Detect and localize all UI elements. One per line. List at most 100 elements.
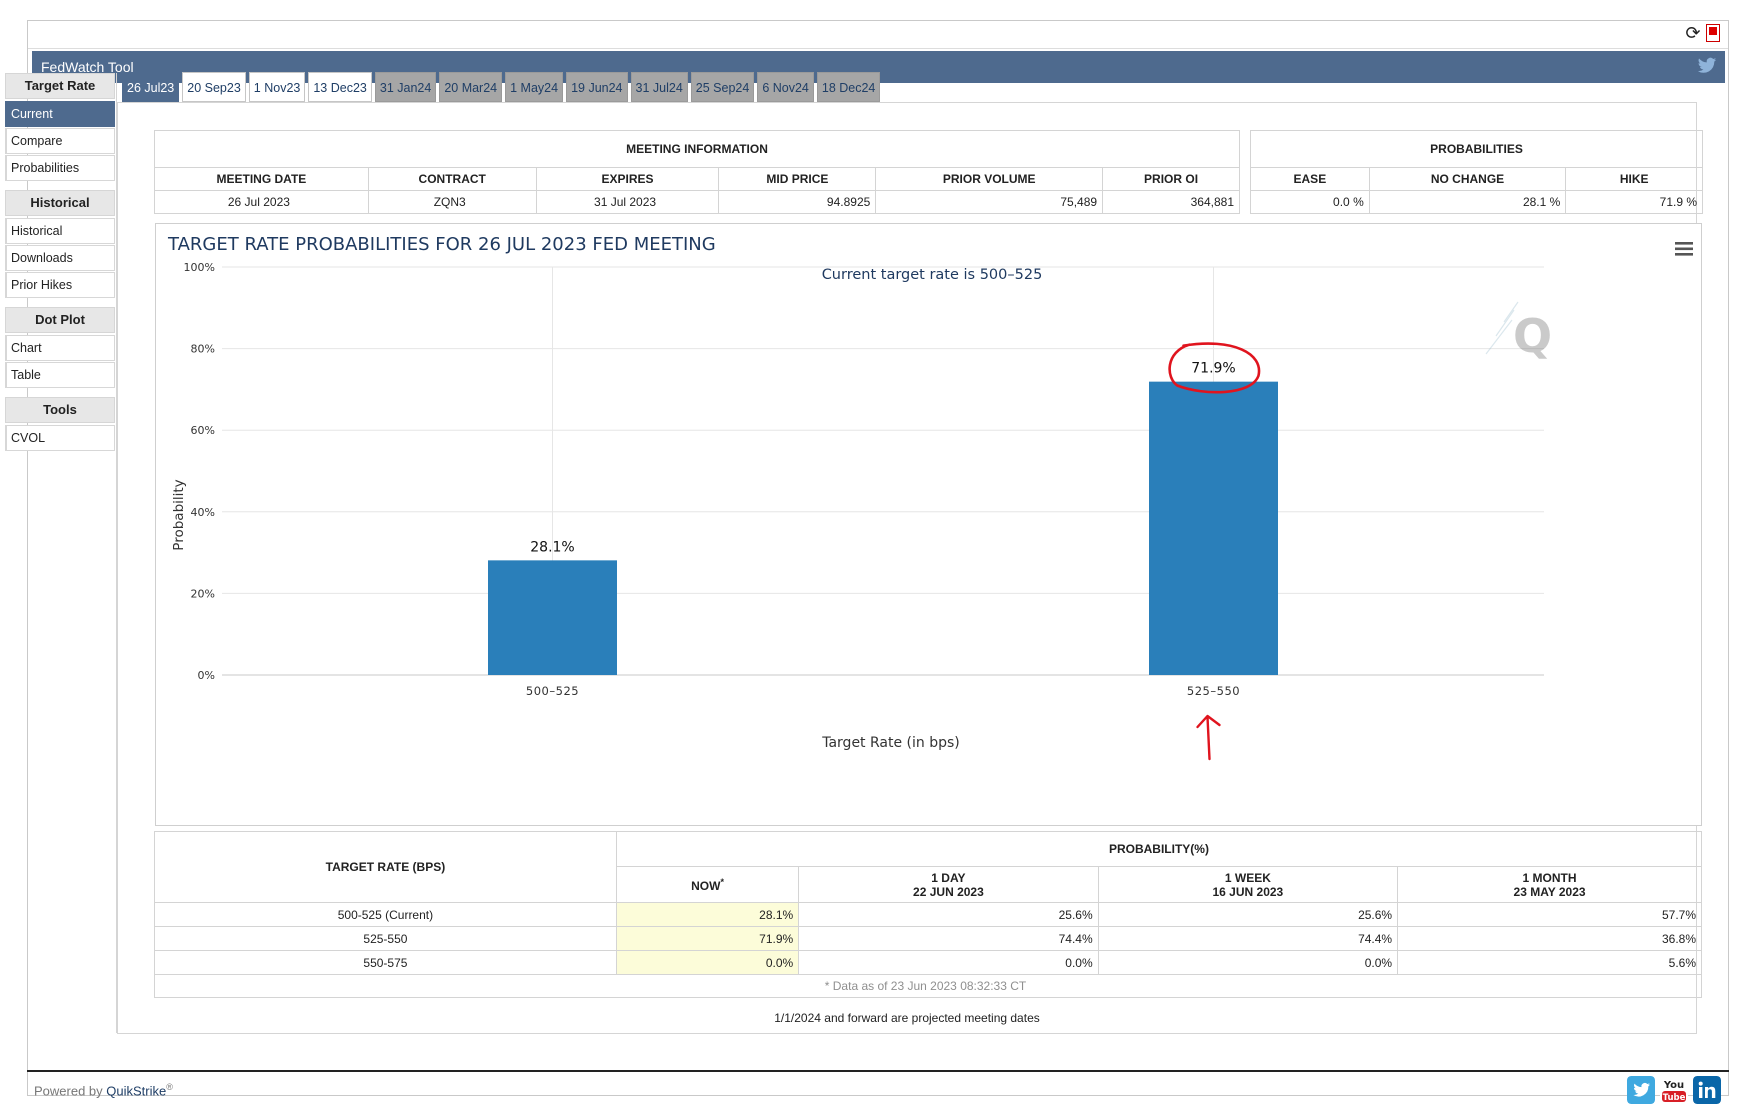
- chart-bars: 28.1% 71.9%: [488, 361, 1278, 675]
- tab-20-mar24[interactable]: 20 Mar24: [439, 72, 503, 102]
- refresh-icon[interactable]: ⟳: [1685, 23, 1701, 44]
- x-axis-label: Target Rate (in bps): [821, 735, 960, 751]
- tab-13-dec23[interactable]: 13 Dec23: [308, 72, 372, 102]
- probability-header: PROBABILITY(%): [615, 831, 1703, 867]
- mid-price-value: 94.8925: [718, 190, 877, 214]
- sidebar-heading-dot-plot[interactable]: Dot Plot: [5, 307, 115, 333]
- tab-6-nov24[interactable]: 6 Nov24: [757, 72, 814, 102]
- sidebar-item-historical[interactable]: Historical: [5, 218, 115, 244]
- now-header-label: NOW: [691, 878, 721, 893]
- sidebar-heading-target-rate[interactable]: Target Rate: [5, 73, 115, 99]
- target-rate-header: TARGET RATE (BPS): [154, 831, 617, 903]
- tab-20-sep23[interactable]: 20 Sep23: [182, 72, 246, 102]
- svg-text:Q: Q: [1513, 309, 1552, 363]
- twitter-icon[interactable]: [1697, 57, 1717, 75]
- one-week-label: 1 WEEK: [1224, 870, 1271, 885]
- one-month-cell: 5.6%: [1397, 950, 1702, 975]
- x-tick-label: 525–550: [1187, 684, 1240, 698]
- one-day-cell: 0.0%: [798, 950, 1099, 975]
- bar-525–550: [1149, 381, 1278, 675]
- tab-18-dec24[interactable]: 18 Dec24: [816, 72, 881, 102]
- sidebar-item-current[interactable]: Current: [5, 101, 115, 127]
- one-week-cell: 0.0%: [1097, 950, 1399, 975]
- y-tick-label: 40%: [191, 506, 215, 519]
- y-tick-label: 100%: [184, 261, 215, 274]
- sidebar-heading-tools[interactable]: Tools: [5, 397, 115, 423]
- one-month-cell: 36.8%: [1397, 926, 1702, 951]
- sidebar-item-probabilities[interactable]: Probabilities: [5, 155, 115, 181]
- one-day-header: 1 DAY 22 JUN 2023: [798, 866, 1099, 903]
- rate-cell: 525-550: [154, 926, 617, 951]
- y-axis-label: Probability: [171, 479, 187, 550]
- now-header: NOW*: [615, 866, 800, 903]
- chart-menu-icon[interactable]: [1674, 241, 1694, 257]
- table-row: 550-575 0.0% 0.0% 0.0% 5.6%: [154, 950, 1702, 975]
- tab-31-jan24[interactable]: 31 Jan24: [374, 72, 437, 102]
- sidebar-item-compare[interactable]: Compare: [5, 128, 115, 154]
- one-week-cell: 74.4%: [1097, 926, 1399, 951]
- sidebar-divider: [116, 73, 117, 1033]
- hike-header: HIKE: [1565, 167, 1703, 191]
- tab-25-sep24[interactable]: 25 Sep24: [690, 72, 755, 102]
- mid-price-header: MID PRICE: [718, 167, 877, 191]
- chart-subtitle: Current target rate is 500–525: [822, 267, 1043, 283]
- probabilities-title: PROBABILITIES: [1250, 130, 1703, 168]
- meeting-date-value: 26 Jul 2023: [154, 190, 369, 214]
- one-day-date: 22 JUN 2023: [913, 884, 984, 899]
- sidebar: Target Rate Current Compare Probabilitie…: [5, 73, 115, 452]
- y-tick-label: 20%: [191, 587, 215, 600]
- one-week-date: 16 JUN 2023: [1212, 884, 1284, 899]
- contract-header: CONTRACT: [367, 167, 537, 191]
- now-cell: 0.0%: [615, 950, 800, 975]
- hike-value: 71.9 %: [1565, 190, 1703, 214]
- bar-data-label: 71.9%: [1191, 361, 1235, 377]
- sidebar-item-prior-hikes[interactable]: Prior Hikes: [5, 272, 115, 298]
- prior-volume-header: PRIOR VOLUME: [875, 167, 1104, 191]
- probability-chart: TARGET RATE PROBABILITIES FOR 26 JUL 202…: [155, 223, 1702, 826]
- y-axis-ticks: 0% 20% 40% 60% 80% 100%: [184, 261, 215, 682]
- projected-dates-note: 1/1/2024 and forward are projected meeti…: [774, 1011, 1040, 1025]
- sidebar-heading-historical[interactable]: Historical: [5, 190, 115, 216]
- rate-cell: 550-575: [154, 950, 617, 975]
- x-axis-ticks: 500–525 525–550: [526, 684, 1240, 698]
- one-month-header: 1 MONTH 23 MAY 2023: [1397, 866, 1702, 903]
- sidebar-item-table[interactable]: Table: [5, 362, 115, 388]
- expires-value: 31 Jul 2023: [535, 190, 720, 214]
- ease-value: 0.0 %: [1250, 190, 1370, 214]
- hand-drawn-annotation: [1168, 342, 1261, 761]
- tab-19-jun24[interactable]: 19 Jun24: [566, 72, 628, 102]
- tab-1-may24[interactable]: 1 May24: [505, 72, 564, 102]
- chart-gridlines: [222, 266, 1544, 676]
- prior-oi-header: PRIOR OI: [1102, 167, 1240, 191]
- now-cell: 28.1%: [615, 902, 800, 927]
- rate-cell: 500-525 (Current): [154, 902, 617, 927]
- tab-26-jul23[interactable]: 26 Jul23: [122, 72, 180, 102]
- tab-31-jul24[interactable]: 31 Jul24: [630, 72, 688, 102]
- quikstrike-watermark-icon: Q: [1485, 301, 1552, 363]
- sidebar-item-cvol[interactable]: CVOL: [5, 425, 115, 451]
- sidebar-item-downloads[interactable]: Downloads: [5, 245, 115, 271]
- x-tick-label: 500–525: [526, 684, 579, 698]
- pdf-icon[interactable]: [1706, 24, 1720, 42]
- table-row: 525-550 71.9% 74.4% 74.4% 36.8%: [154, 926, 1702, 951]
- expires-header: EXPIRES: [535, 167, 720, 191]
- data-timestamp-note: * Data as of 23 Jun 2023 08:32:33 CT: [154, 974, 1702, 998]
- top-toolbar: ⟳: [28, 21, 1728, 49]
- chart-svg: TARGET RATE PROBABILITIES FOR 26 JUL 202…: [167, 234, 1552, 761]
- meeting-information-table: MEETING INFORMATION MEETING DATE CONTRAC…: [154, 130, 1240, 214]
- bar-data-label: 28.1%: [530, 539, 574, 555]
- meeting-information-title: MEETING INFORMATION: [154, 130, 1240, 168]
- y-tick-label: 80%: [191, 343, 215, 356]
- one-day-cell: 74.4%: [798, 926, 1099, 951]
- one-month-date: 23 MAY 2023: [1513, 884, 1586, 899]
- one-day-label: 1 DAY: [931, 870, 966, 885]
- one-month-cell: 57.7%: [1397, 902, 1702, 927]
- chart-title: TARGET RATE PROBABILITIES FOR 26 JUL 202…: [167, 234, 716, 255]
- annotation-circle: [1168, 342, 1261, 394]
- sidebar-item-chart[interactable]: Chart: [5, 335, 115, 361]
- ease-header: EASE: [1250, 167, 1370, 191]
- y-tick-label: 60%: [191, 424, 215, 437]
- tab-1-nov23[interactable]: 1 Nov23: [248, 72, 306, 102]
- contract-value: ZQN3: [367, 190, 537, 214]
- one-month-label: 1 MONTH: [1522, 870, 1577, 885]
